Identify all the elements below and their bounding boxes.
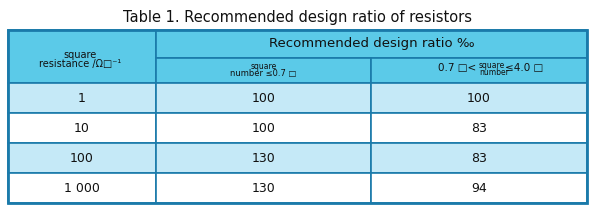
Bar [8,113,156,143]
Bar [371,83,587,113]
Text: number ≤0.7 □: number ≤0.7 □ [230,69,296,78]
Text: 130: 130 [252,152,275,164]
Bar [156,113,371,143]
Text: ≤4.0 □: ≤4.0 □ [505,64,543,74]
Text: 100: 100 [70,152,94,164]
Bar [156,30,587,58]
Bar [8,83,156,113]
Text: Table 1. Recommended design ratio of resistors: Table 1. Recommended design ratio of res… [123,10,472,25]
Bar [156,83,371,113]
Bar [8,30,156,83]
Text: number: number [479,68,509,77]
Text: square: square [63,50,96,60]
Text: 1 000: 1 000 [64,181,100,195]
Text: 94: 94 [471,181,487,195]
Bar [371,143,587,173]
Text: 83: 83 [471,121,487,135]
Text: square: square [479,61,505,70]
Text: 83: 83 [471,152,487,164]
Text: 100: 100 [467,92,491,104]
Bar [371,173,587,203]
Bar [8,143,156,173]
Text: 100: 100 [252,121,275,135]
Text: square: square [250,62,277,71]
Bar [8,30,587,203]
Text: Recommended design ratio ‰: Recommended design ratio ‰ [268,37,474,51]
Text: 130: 130 [252,181,275,195]
Bar [156,58,371,83]
Bar [371,58,587,83]
Bar [156,143,371,173]
Bar [8,173,156,203]
Bar [371,113,587,143]
Text: 10: 10 [74,121,90,135]
Text: 100: 100 [252,92,275,104]
Bar [156,173,371,203]
Text: 1: 1 [78,92,86,104]
Text: 0.7 □<: 0.7 □< [437,64,479,74]
Text: resistance /Ω□⁻¹: resistance /Ω□⁻¹ [39,60,121,70]
